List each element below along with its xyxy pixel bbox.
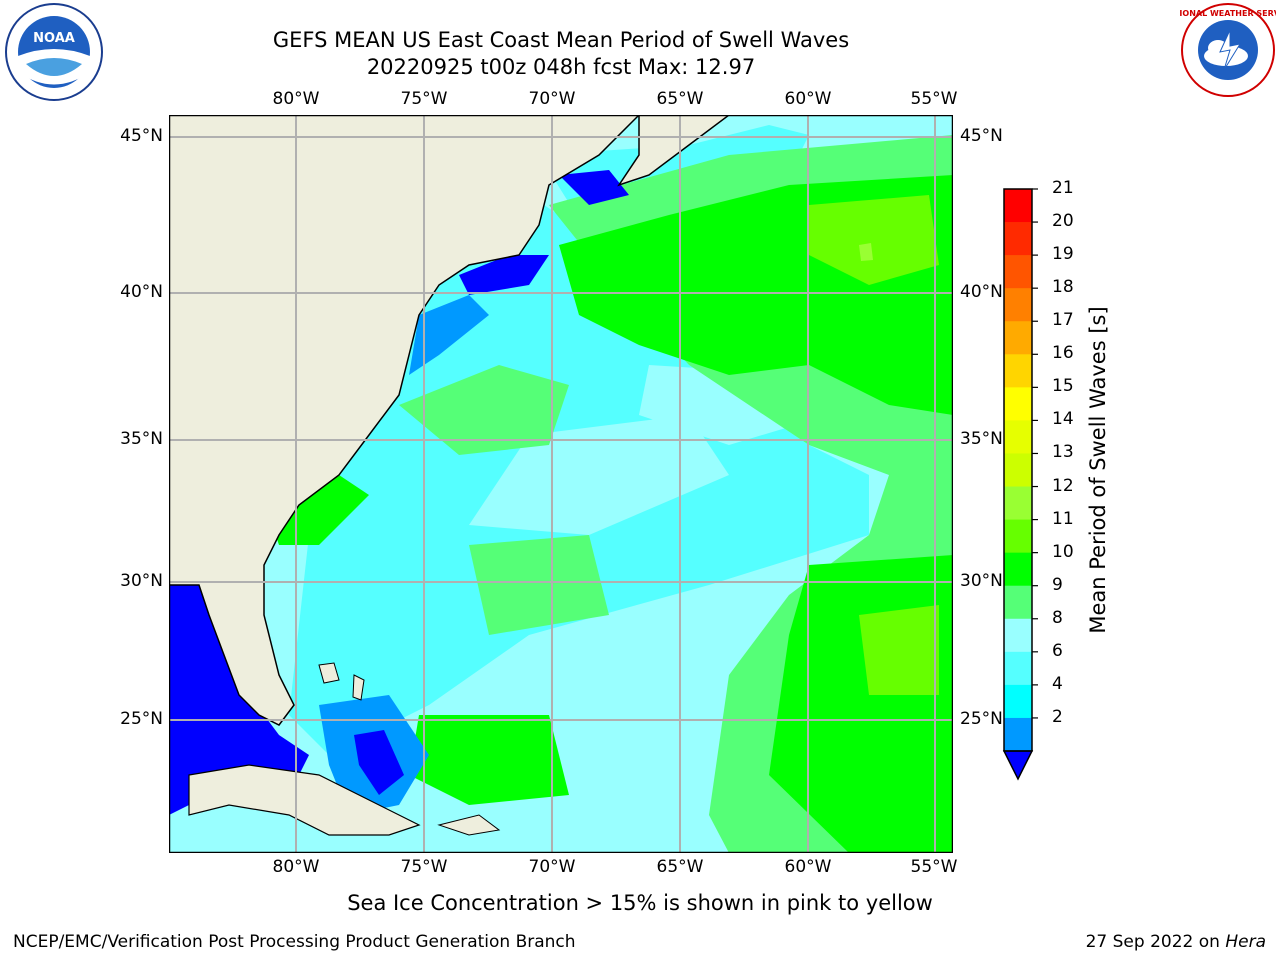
colorbar — [1002, 188, 1038, 781]
swell-zone-10-11-coast — [269, 475, 369, 545]
lat-label-right-45n: 45°N — [960, 126, 1003, 146]
nws-logo-text: NATIONAL WEATHER SERVICE — [1180, 9, 1276, 18]
colorbar-tick-label: 18 — [1052, 277, 1074, 298]
swell-zone-10-11-south — [409, 715, 569, 805]
colorbar-tick-label: 2 — [1052, 706, 1063, 727]
colorbar-tick-label: 12 — [1052, 475, 1074, 496]
lon-label-top-65w: 65°W — [656, 89, 704, 109]
colorbar-tick-label: 9 — [1052, 574, 1063, 595]
swell-zone-2-4-cape-cod — [559, 170, 629, 205]
colorbar-label: Mean Period of Swell Waves [s] — [1086, 306, 1110, 634]
lon-label-top-60w: 60°W — [784, 89, 832, 109]
lon-label-bottom-60w: 60°W — [784, 857, 832, 877]
lon-label-top-55w: 55°W — [910, 89, 958, 109]
chart-title: GEFS MEAN US East Coast Mean Period of S… — [272, 28, 850, 52]
lat-label-right-35n: 35°N — [960, 429, 1003, 449]
lon-label-bottom-70w: 70°W — [528, 857, 576, 877]
colorbar-tick-label: 11 — [1052, 508, 1074, 529]
colorbar-segment — [1004, 552, 1032, 587]
lon-label-top-75w: 75°W — [400, 89, 448, 109]
credit-date-text: 27 Sep 2022 on — [1085, 932, 1226, 952]
colorbar-segment — [1004, 585, 1032, 620]
colorbar-segment — [1004, 453, 1032, 488]
swell-zone-4-6-mid-atlantic — [409, 295, 489, 375]
colorbar-frame — [1003, 188, 1033, 752]
lat-label-left-30n: 30°N — [120, 571, 163, 591]
swell-zone-11-12-south — [859, 605, 939, 695]
colorbar-tick-label: 15 — [1052, 376, 1074, 397]
colorbar-tick-label: 6 — [1052, 640, 1063, 661]
land-abaco — [352, 674, 365, 701]
lat-label-left-25n: 25°N — [120, 709, 163, 729]
credit-date: 27 Sep 2022 on Hera — [1086, 932, 1266, 952]
colorbar-segment — [1004, 222, 1032, 256]
colorbar-tick-label: 20 — [1052, 211, 1074, 232]
land-nova-scotia — [617, 115, 731, 187]
colorbar-segment — [1004, 717, 1032, 752]
colorbar-tick-label: 10 — [1052, 541, 1074, 562]
colorbar-segment — [1004, 486, 1032, 521]
swell-zone-11-12-north — [809, 195, 939, 285]
lat-label-left-35n: 35°N — [120, 429, 163, 449]
credit-branch: NCEP/EMC/Verification Post Processing Pr… — [13, 932, 576, 952]
noaa-logo: NOAA — [5, 3, 103, 101]
lon-label-bottom-55w: 55°W — [910, 857, 958, 877]
map-panel — [169, 115, 953, 853]
lon-label-bottom-65w: 65°W — [656, 857, 704, 877]
colorbar-segment — [1004, 288, 1032, 322]
colorbar-tick-label: 14 — [1052, 409, 1074, 430]
lon-label-bottom-75w: 75°W — [400, 857, 448, 877]
lat-label-left-40n: 40°N — [120, 282, 163, 302]
lat-label-left-45n: 45°N — [120, 126, 163, 146]
land-north-america — [169, 115, 641, 726]
land-andros — [318, 662, 340, 684]
swell-zone-2-4-gulf — [169, 585, 309, 815]
lon-label-top-80w: 80°W — [272, 89, 320, 109]
colorbar-extend-triangle — [1002, 750, 1034, 781]
colorbar-tick-label: 19 — [1052, 244, 1074, 265]
colorbar-tick-label: 16 — [1052, 343, 1074, 364]
colorbar-tick-label: 21 — [1052, 178, 1074, 198]
swell-zone-9-10-west — [399, 365, 569, 455]
swell-zone-9-10-mid — [469, 535, 609, 635]
chart-subtitle: 20220925 t00z 048h fcst Max: 12.97 — [366, 55, 756, 79]
graticule — [169, 115, 953, 853]
colorbar-segment — [1004, 387, 1032, 421]
nws-logo: NATIONAL WEATHER SERVICE — [1180, 3, 1276, 97]
colorbar-segment — [1004, 189, 1032, 223]
colorbar-tick-label: 13 — [1052, 442, 1074, 463]
land-hispaniola — [437, 814, 501, 836]
sea-ice-footnote: Sea Ice Concentration > 15% is shown in … — [347, 891, 933, 915]
colorbar-segment — [1004, 519, 1032, 554]
lon-label-top-70w: 70°W — [528, 89, 576, 109]
noaa-logo-text: NOAA — [33, 31, 75, 46]
lat-label-right-25n: 25°N — [960, 709, 1003, 729]
colorbar-segment — [1004, 321, 1032, 355]
lat-label-right-30n: 30°N — [960, 571, 1003, 591]
colorbar-tick-label: 4 — [1052, 673, 1063, 694]
colorbar-segment — [1004, 651, 1032, 686]
colorbar-segment — [1004, 354, 1032, 388]
colorbar-tick-label: 8 — [1052, 607, 1063, 628]
colorbar-segment — [1004, 255, 1032, 289]
swell-zone-2-4-long-island — [459, 255, 549, 295]
swell-zone-2-4-bahamas — [354, 730, 404, 795]
colorbar-segment — [1004, 618, 1032, 653]
colorbar-segment — [1004, 684, 1032, 719]
credit-host: Hera — [1225, 932, 1266, 952]
colorbar-tick-label: 17 — [1052, 310, 1074, 331]
lat-label-right-40n: 40°N — [960, 282, 1003, 302]
colorbar-segment — [1004, 420, 1032, 454]
lon-label-bottom-80w: 80°W — [272, 857, 320, 877]
swell-zone-12-13 — [859, 243, 873, 261]
